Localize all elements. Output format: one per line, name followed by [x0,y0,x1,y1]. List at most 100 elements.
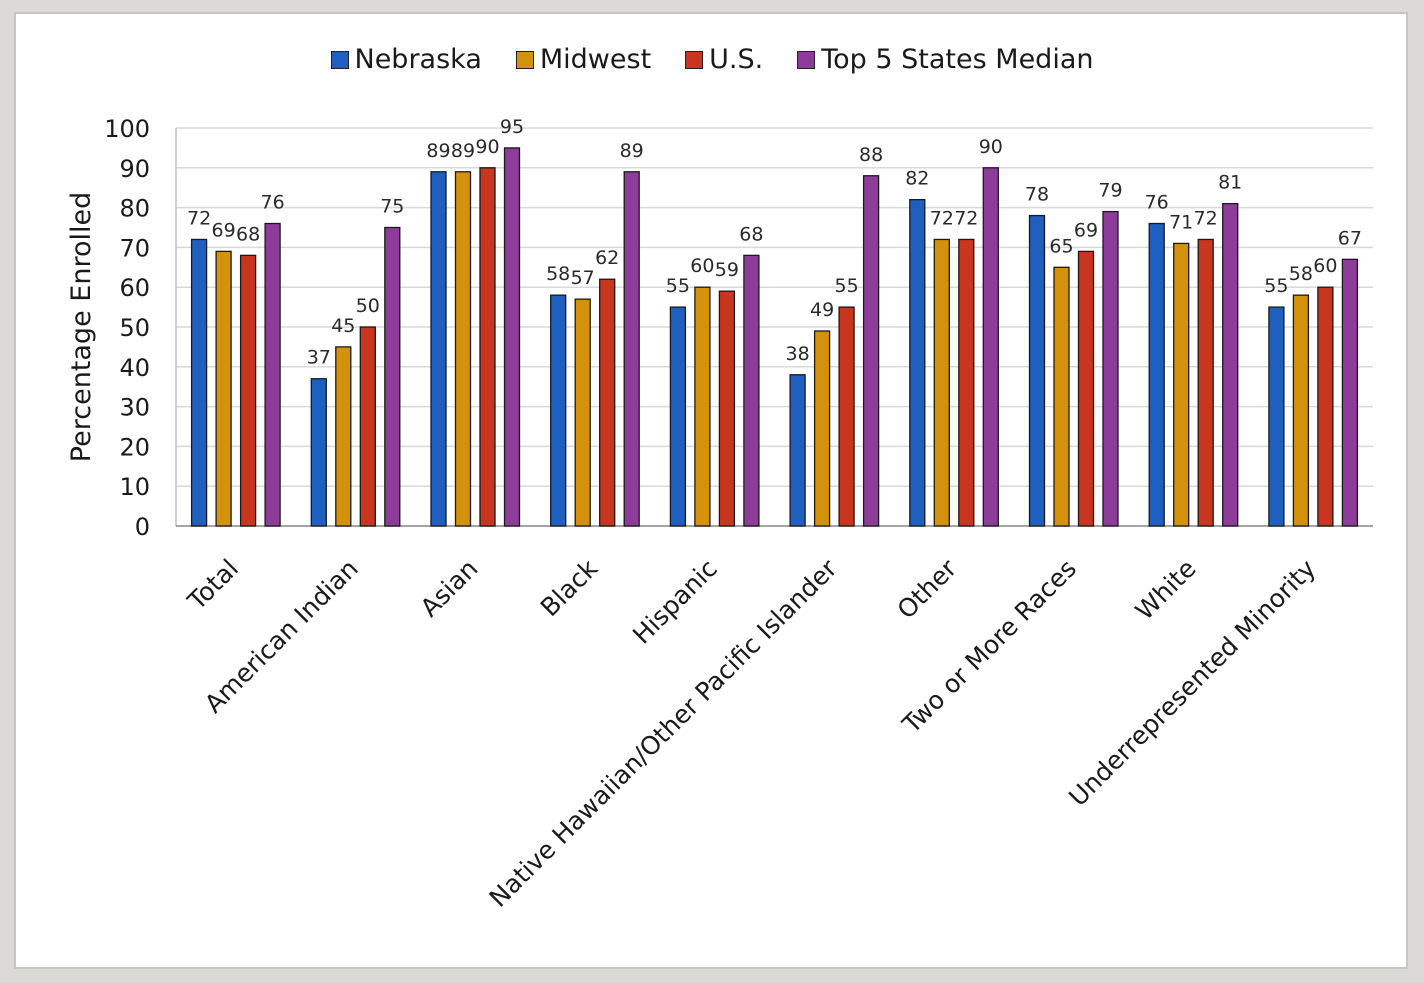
bar [1053,266,1070,527]
data-label: 49 [810,299,834,321]
data-label: 69 [1074,219,1098,241]
data-label: 55 [835,275,859,297]
x-tick-label: Total [182,554,245,617]
bar [1341,258,1359,527]
bar [190,238,208,527]
data-label: 71 [1169,211,1193,233]
bar [1173,242,1190,527]
data-label: 72 [954,207,978,229]
legend-item-top5: Top 5 States Median [797,44,1093,75]
data-label: 89 [426,140,450,162]
legend-label: Nebraska [354,44,482,75]
bar [239,254,257,527]
legend-label: U.S. [709,44,764,75]
data-label: 72 [187,207,211,229]
x-tick-label: Other [892,553,963,624]
data-label: 58 [1289,263,1313,285]
data-label: 90 [979,136,1003,158]
y-tick-label: 100 [104,115,150,143]
bar [215,250,232,527]
bar [933,238,950,527]
legend-label: Top 5 States Median [821,44,1094,75]
y-tick-label: 30 [119,394,150,422]
bar [310,378,327,527]
bar [574,298,591,527]
bar [335,346,352,527]
data-label: 79 [1098,180,1122,202]
bar [454,171,472,527]
legend-swatch-nebraska [330,50,349,69]
bar [694,286,711,527]
data-label: 60 [690,255,714,277]
legend-item-us: U.S. [685,44,763,75]
data-label: 72 [930,207,954,229]
data-label: 68 [236,223,260,245]
bar [384,226,401,527]
y-tick-label: 60 [119,274,150,302]
data-label: 45 [331,315,355,337]
y-tick-label: 90 [119,155,150,183]
legend-swatch-us [685,50,704,69]
bar [264,222,281,527]
data-label: 59 [715,259,739,281]
bar [862,175,880,527]
bar [958,238,975,527]
bar [550,294,567,527]
bar [1148,222,1165,527]
data-label: 55 [666,275,690,297]
bar [1317,286,1334,527]
bar [1102,210,1119,527]
data-label: 38 [786,343,810,365]
y-axis-label: Percentage Enrolled [66,192,97,462]
bar [503,147,521,527]
data-label: 62 [595,247,619,269]
data-label: 78 [1025,184,1049,206]
data-label: 58 [546,263,570,285]
legend-swatch-top5 [797,50,816,69]
bar [743,254,760,527]
bar [718,290,736,527]
legend-item-midwest: Midwest [515,44,652,75]
bar [838,306,855,527]
data-label: 37 [307,347,331,369]
y-tick-label: 70 [119,234,150,262]
bar [669,306,687,527]
x-tick-label: Black [535,553,604,622]
data-label: 50 [356,295,380,317]
y-tick-label: 40 [119,354,150,382]
bar [430,171,447,527]
y-tick-label: 80 [119,195,150,223]
data-label: 60 [1313,255,1337,277]
data-label: 67 [1338,227,1362,249]
x-tick-label: Hispanic [627,554,723,650]
data-label: 81 [1218,172,1242,194]
bar [1268,306,1285,527]
bar [1222,202,1239,527]
bar [359,326,376,527]
y-tick-label: 50 [119,314,150,342]
legend: Nebraska Midwest U.S. Top 5 States Media… [0,44,1424,75]
x-tick-label: Asian [415,554,484,623]
legend-swatch-midwest [515,50,534,69]
data-label: 75 [380,196,404,218]
y-tick-label: 10 [119,473,150,501]
data-label: 89 [620,140,644,162]
legend-item-nebraska: Nebraska [330,44,482,75]
bar [909,198,926,527]
data-label: 72 [1194,207,1218,229]
bar [1197,238,1214,527]
bar [479,167,496,527]
bar [813,330,831,527]
data-label: 89 [451,140,475,162]
x-tick-label: Underrepresented Minority [1063,554,1321,812]
data-label: 57 [571,267,595,289]
data-label: 88 [859,144,883,166]
legend-label: Midwest [539,44,652,75]
data-label: 68 [739,223,763,245]
bar [789,374,806,527]
bar [982,167,999,527]
x-tick-label: White [1130,554,1202,626]
y-tick-label: 20 [119,433,150,461]
data-label: 76 [261,192,285,214]
